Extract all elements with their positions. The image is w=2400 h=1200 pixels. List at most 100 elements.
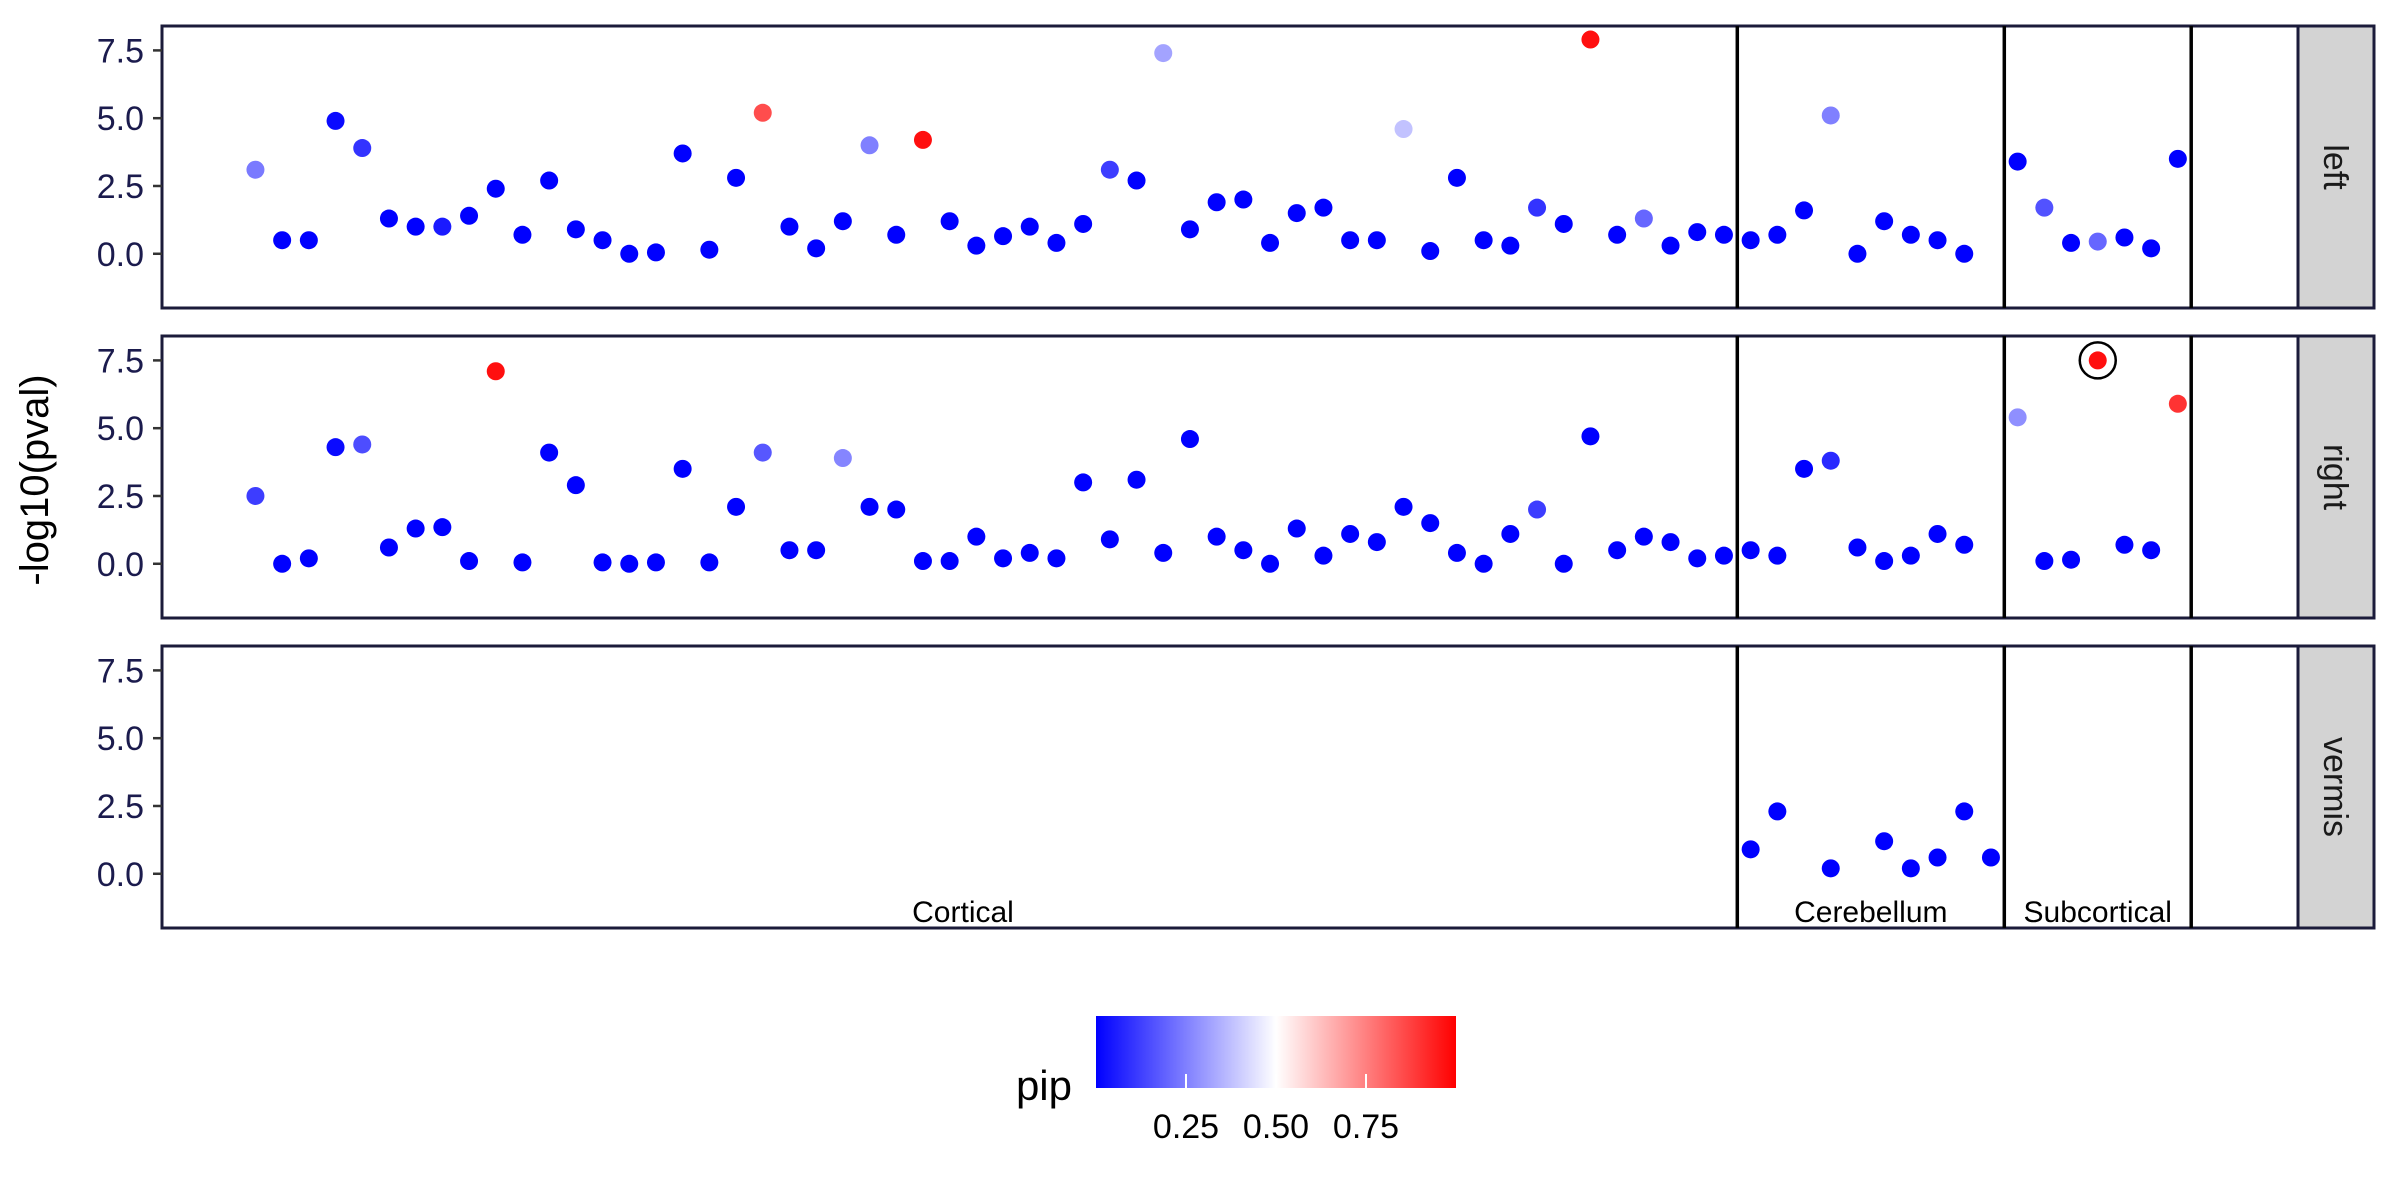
- data-point: [1314, 198, 1333, 217]
- data-point: [326, 111, 345, 130]
- color-legend: pip 0.25 0.50 0.75: [1016, 1016, 1456, 1146]
- data-point: [940, 552, 959, 571]
- data-point: [646, 553, 665, 572]
- data-point: [513, 553, 532, 572]
- data-point: [887, 225, 906, 244]
- data-point: [1127, 171, 1146, 190]
- data-point: [1661, 533, 1680, 552]
- data-point: [1020, 217, 1039, 236]
- data-point: [1741, 231, 1760, 250]
- data-point: [994, 227, 1013, 246]
- data-point: [593, 231, 612, 250]
- data-point: [1447, 168, 1466, 187]
- x-group-label: Subcortical: [2024, 896, 2172, 929]
- data-point: [2062, 233, 2081, 252]
- highlight-ring: [2078, 341, 2117, 380]
- data-point: [780, 541, 799, 560]
- data-point: [1981, 848, 2000, 867]
- data-point: [2168, 394, 2187, 413]
- data-point: [1928, 848, 1947, 867]
- data-point: [887, 500, 906, 519]
- data-point: [246, 160, 265, 179]
- data-point: [1848, 538, 1867, 557]
- data-point: [1795, 201, 1814, 220]
- data-point: [2088, 351, 2107, 370]
- data-point: [540, 171, 559, 190]
- facet-panel-vermis: 0.0 2.5 5.0 7.5 vermis Cortical Cerebellum Subc…: [97, 644, 2376, 930]
- data-point: [1501, 524, 1520, 543]
- data-point: [700, 240, 719, 259]
- data-point: [833, 212, 852, 231]
- legend-tick-label: 0.50: [1243, 1108, 1309, 1146]
- data-point: [1901, 859, 1920, 878]
- y-axis-title: -log10(pval): [13, 374, 57, 585]
- data-point: [1821, 451, 1840, 470]
- data-point: [1287, 204, 1306, 223]
- data-point: [1661, 236, 1680, 255]
- legend-title: pip: [1016, 1062, 1072, 1109]
- data-point: [273, 231, 292, 250]
- y-tick-label: 7.5: [97, 342, 144, 380]
- data-point: [1554, 554, 1573, 573]
- data-point: [700, 553, 719, 572]
- facet-panel-right: 0.0 2.5 5.0 7.5 right: [97, 334, 2376, 620]
- data-point: [1261, 554, 1280, 573]
- data-point: [2115, 535, 2134, 554]
- data-point: [1367, 533, 1386, 552]
- legend-tick-label: 0.75: [1333, 1108, 1399, 1146]
- data-point: [2115, 228, 2134, 247]
- data-point: [994, 549, 1013, 568]
- data-point: [486, 179, 505, 198]
- data-point: [620, 244, 639, 263]
- data-point: [1875, 832, 1894, 851]
- data-point: [1474, 554, 1493, 573]
- data-point: [1768, 546, 1787, 565]
- data-point: [353, 139, 372, 158]
- data-point: [2008, 408, 2027, 427]
- data-point: [1180, 430, 1199, 449]
- data-point: [299, 231, 318, 250]
- data-point: [1768, 225, 1787, 244]
- y-tick-label: 0.0: [97, 546, 144, 584]
- data-point: [1127, 470, 1146, 489]
- data-point: [1314, 546, 1333, 565]
- data-point: [967, 236, 986, 255]
- data-point: [406, 217, 425, 236]
- facet-strip-label: right: [2316, 444, 2354, 511]
- data-point: [1741, 541, 1760, 560]
- data-point: [1154, 543, 1173, 562]
- facet-strip: [2296, 24, 2376, 310]
- data-point: [1875, 212, 1894, 231]
- data-point: [1047, 233, 1066, 252]
- data-point: [1928, 231, 1947, 250]
- facet-panels: 0.0 2.5 5.0 7.5 left 0.0 2.5 5.0 7.5 right 0.0 2.5 5…: [97, 24, 2376, 930]
- data-point: [1100, 530, 1119, 549]
- data-point: [2142, 239, 2161, 258]
- data-point: [913, 552, 932, 571]
- data-point: [2035, 198, 2054, 217]
- y-tick-label: 0.0: [97, 236, 144, 274]
- data-point: [727, 168, 746, 187]
- y-tick-label: 7.5: [97, 652, 144, 690]
- y-tick-label: 7.5: [97, 32, 144, 70]
- data-point: [807, 541, 826, 560]
- data-point: [673, 459, 692, 478]
- data-point: [753, 103, 772, 122]
- data-point: [913, 130, 932, 149]
- data-point: [486, 362, 505, 381]
- data-point: [1955, 244, 1974, 263]
- data-point: [1581, 427, 1600, 446]
- data-point: [1180, 220, 1199, 239]
- data-point: [513, 225, 532, 244]
- data-point: [1901, 225, 1920, 244]
- x-group-label: Cerebellum: [1794, 896, 1947, 929]
- facet-strip: [2296, 644, 2376, 930]
- data-point: [807, 239, 826, 258]
- data-point: [1074, 473, 1093, 492]
- data-point: [753, 443, 772, 462]
- y-tick-label: 5.0: [97, 720, 144, 758]
- data-point: [780, 217, 799, 236]
- data-point: [1528, 198, 1547, 217]
- facet-strip-label: left: [2316, 144, 2354, 190]
